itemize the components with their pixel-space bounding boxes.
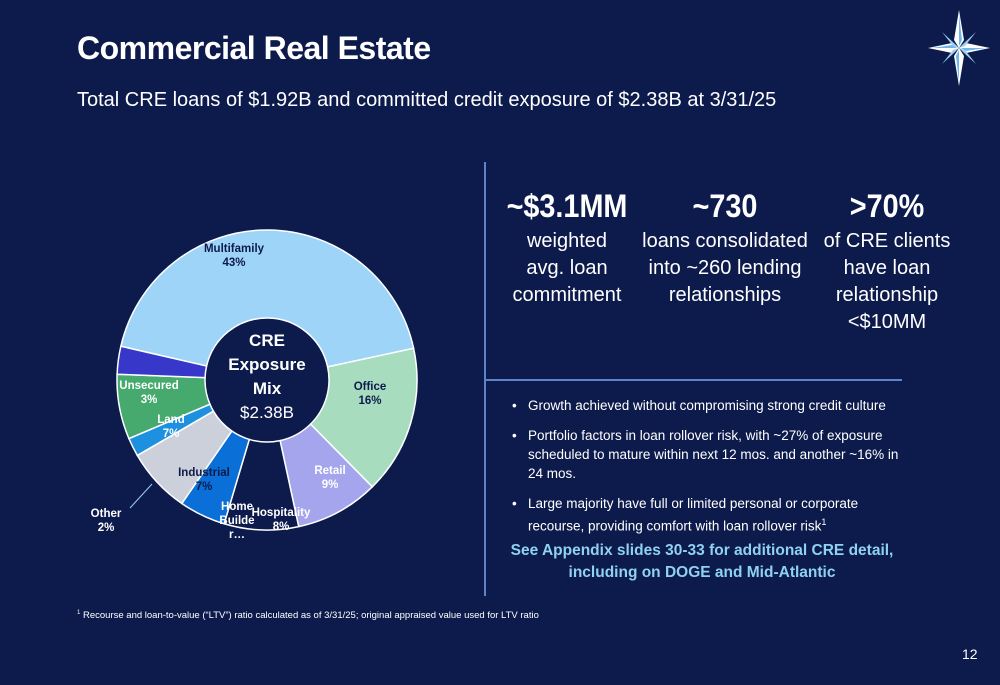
slice-label-name: Office xyxy=(354,381,387,393)
footnote-marker: 1 xyxy=(821,517,827,527)
horizontal-divider xyxy=(486,379,902,381)
slice-label-name: Land xyxy=(157,414,184,426)
page-title: Commercial Real Estate xyxy=(77,30,431,66)
bullet-dot-icon: • xyxy=(512,496,517,511)
slice-label-value: 7% xyxy=(163,428,180,440)
slice-unsecured xyxy=(116,345,208,379)
slice-label-name: Hospitality xyxy=(252,507,311,519)
slice-label-value: 9% xyxy=(322,479,339,491)
stat-description-line: commitment xyxy=(512,284,622,306)
stat-cre-clients: >70% of CRE clients have loan relationsh… xyxy=(802,188,972,336)
slice-label-value: 3% xyxy=(141,394,158,406)
bullet-item: • Growth achieved without compromising s… xyxy=(512,396,912,415)
stat-weighted-avg-loan: ~$3.1MM weighted avg. loan commitment xyxy=(482,188,652,309)
leader-line-other xyxy=(129,483,153,509)
slice-label-name: Unsecured xyxy=(119,380,178,392)
stat-description-line: avg. loan xyxy=(526,257,608,279)
slice-label-value: 7% xyxy=(196,481,213,493)
center-label-line-3: Mix xyxy=(253,379,282,398)
stat-description-line: have loan xyxy=(843,257,931,279)
vertical-divider xyxy=(484,162,486,596)
bullet-dot-icon: • xyxy=(512,398,517,413)
footnote-marker: 1 xyxy=(77,610,81,616)
page-number: 12 xyxy=(962,646,978,662)
footnote-text: Recourse and loan-to-value (“LTV”) ratio… xyxy=(82,610,539,622)
slice-label-name: Other xyxy=(91,508,122,520)
stat-value: >70% xyxy=(849,188,925,224)
stat-description-line: relationships xyxy=(668,284,782,306)
slice-label-name: Multifamily xyxy=(204,243,265,255)
bullet-text: Large majority have full or limited pers… xyxy=(528,496,859,534)
stat-description-line: weighted xyxy=(526,230,608,252)
slice-label-home-builder: Home xyxy=(221,501,253,513)
stat-description: weighted avg. loan commitment xyxy=(482,228,652,309)
stat-description-line: of CRE clients xyxy=(823,230,951,252)
stat-loans-consolidated: ~730 loans consolidated into ~260 lendin… xyxy=(640,188,810,309)
bullet-item: • Portfolio factors in loan rollover ris… xyxy=(512,426,912,483)
bullet-text: Growth achieved without compromising str… xyxy=(528,398,886,413)
stat-description-line: into ~260 lending xyxy=(648,257,802,279)
stat-description-line: relationship xyxy=(835,284,939,306)
slice-label-value: 8% xyxy=(273,521,290,533)
page-subtitle: Total CRE loans of $1.92B and committed … xyxy=(77,89,777,111)
slice-label-value: 2% xyxy=(98,522,115,534)
center-value: $2.38B xyxy=(240,403,294,422)
slice-label-value: 16% xyxy=(358,395,381,407)
bullet-text: Portfolio factors in loan rollover risk,… xyxy=(528,428,899,481)
slice-office xyxy=(309,347,418,488)
footnote: 1 Recourse and loan-to-value (“LTV”) rat… xyxy=(77,610,539,621)
slice-label-home-builder: Builde xyxy=(219,515,254,527)
stat-value: ~730 xyxy=(692,188,758,224)
stat-description-line: <$10MM xyxy=(847,311,927,333)
stat-description: loans consolidated into ~260 lending rel… xyxy=(640,228,810,309)
appendix-note-line: including on DOGE and Mid-Atlantic xyxy=(568,564,836,581)
slice-label-name: Industrial xyxy=(178,467,230,479)
slice-label-value: 43% xyxy=(222,257,245,269)
bullet-dot-icon: • xyxy=(512,428,517,443)
slice-label-name: Retail xyxy=(314,465,345,477)
center-label-line-1: CRE xyxy=(249,331,285,350)
stat-description-line: loans consolidated xyxy=(642,230,808,252)
stat-description: of CRE clients have loan relationship <$… xyxy=(802,228,972,336)
bullet-list: • Growth achieved without compromising s… xyxy=(512,396,912,547)
center-label-line-2: Exposure xyxy=(228,355,305,374)
bullet-item: • Large majority have full or limited pe… xyxy=(512,494,912,536)
appendix-note-line: See Appendix slides 30-33 for additional… xyxy=(510,542,894,559)
compass-star-logo-icon xyxy=(928,10,990,86)
slice-label-home-builder: r… xyxy=(229,529,245,541)
cre-exposure-donut-chart: Multifamily 43% Office 16% Retail 9% Hospitali… xyxy=(91,229,418,541)
stat-value: ~$3.1MM xyxy=(506,188,628,224)
slice-multifamily xyxy=(119,229,415,368)
appendix-note: See Appendix slides 30-33 for additional… xyxy=(492,540,912,584)
